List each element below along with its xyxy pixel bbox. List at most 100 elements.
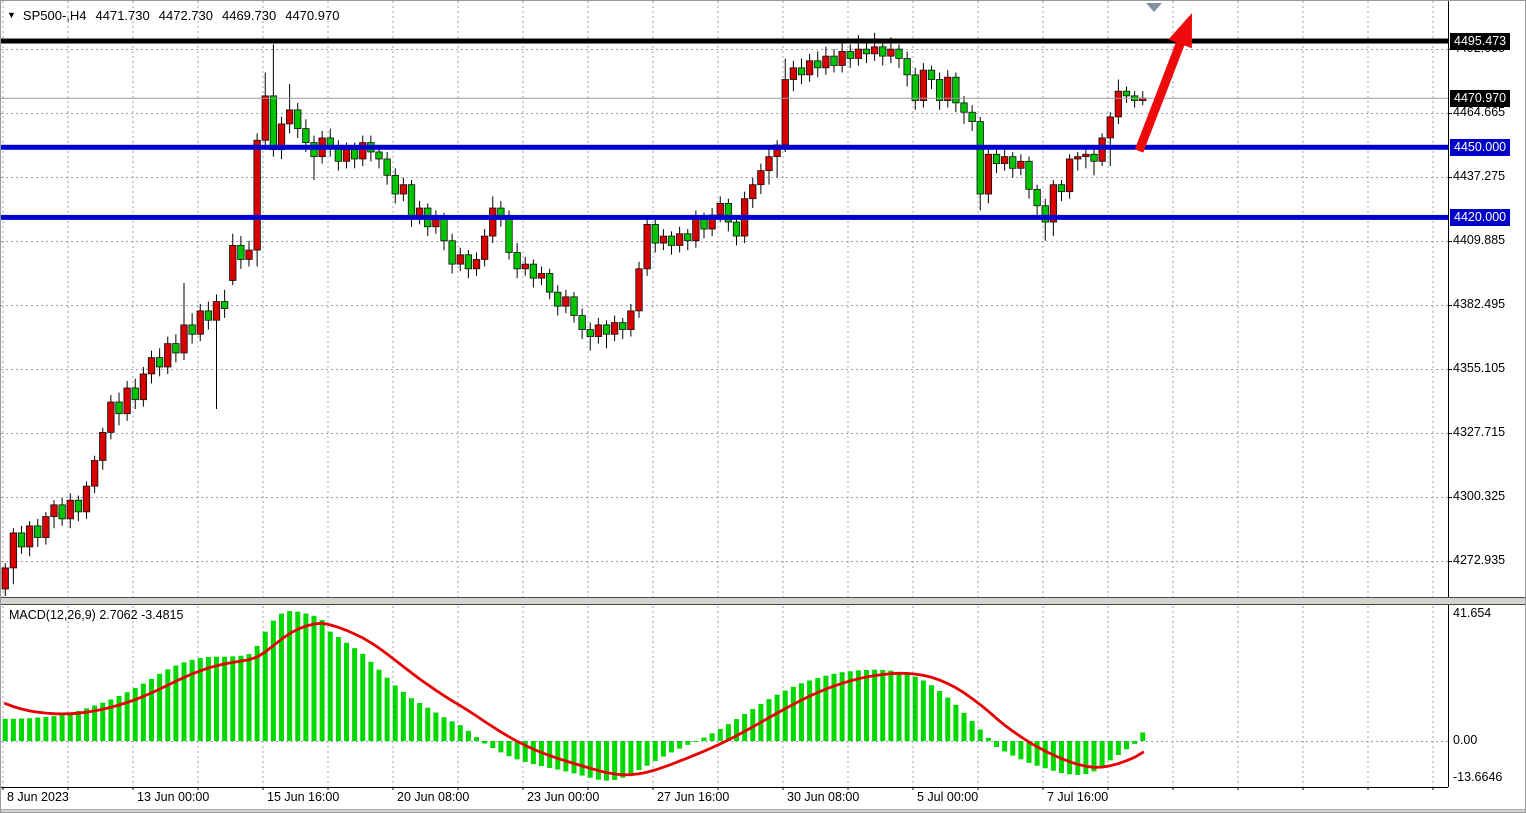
candle-body [805, 60, 814, 76]
candle-body [619, 322, 627, 330]
macd-bar [417, 702, 423, 741]
macd-bar [815, 677, 821, 741]
time-tick-label: 5 Jul 00:00 [917, 790, 979, 804]
candle-body [172, 343, 180, 354]
symbol-period-label: SP500-,H4 [22, 8, 87, 23]
macd-bar [425, 707, 431, 741]
macd-bar [2, 718, 8, 741]
macd-bar [717, 728, 723, 741]
horizontal-level-line[interactable] [1, 144, 1448, 150]
macd-signal-value: -3.4815 [141, 608, 184, 622]
candle-body [456, 254, 464, 265]
macd-bar [279, 613, 284, 741]
macd-bar [961, 712, 967, 741]
candle-body [188, 324, 196, 335]
macd-bar [620, 741, 626, 778]
candlestick-series [1, 32, 1147, 596]
macd-bar [392, 685, 398, 741]
horizontal-level-line[interactable] [1, 38, 1448, 44]
horizontal-level-line[interactable] [1, 214, 1448, 220]
macd-bar [474, 737, 479, 741]
symbol-dropdown-icon[interactable]: ▼ [7, 9, 16, 20]
panel-divider-handle[interactable] [1, 597, 1525, 605]
macd-bar [165, 669, 171, 741]
candle-body [513, 252, 521, 270]
candle-body [261, 95, 269, 141]
candle-body [537, 273, 546, 279]
macd-bar [360, 653, 366, 741]
macd-bar [904, 673, 910, 741]
candle-body [245, 249, 253, 260]
macd-bar [352, 648, 358, 741]
candle-body [399, 184, 408, 195]
candle-body [350, 149, 359, 160]
macd-bar [368, 661, 374, 741]
candle-body [1074, 156, 1082, 160]
candle-body [1000, 156, 1009, 165]
candle-body [570, 296, 578, 316]
price-level-tag: 4495.473 [1450, 32, 1511, 50]
candle-body [935, 79, 944, 101]
candle-body [984, 153, 993, 195]
macd-bar [482, 741, 488, 744]
macd-bar [709, 733, 715, 741]
macd-bar [725, 724, 731, 741]
price-level-tag: 4470.970 [1450, 89, 1511, 107]
candle-body [440, 216, 448, 242]
candle-body [903, 58, 911, 76]
trend-arrow-annotation[interactable] [1134, 13, 1192, 153]
candle-body [838, 51, 846, 66]
macd-bar [929, 685, 934, 741]
candle-body [131, 387, 139, 401]
candle-body [822, 55, 830, 69]
macd-bar [823, 675, 829, 741]
macd-bar [124, 692, 130, 741]
candle-body [375, 151, 383, 160]
candle-body [302, 128, 310, 144]
candle-body [147, 357, 156, 375]
price-tick-label: 4464.665 [1453, 105, 1506, 119]
macd-bar [1002, 741, 1008, 752]
time-tick-label: 15 Jun 16:00 [267, 790, 340, 804]
candle-body [253, 139, 261, 251]
candle-body [42, 516, 50, 538]
macd-bar [612, 741, 618, 780]
candle-body [830, 55, 838, 66]
macd-bar [287, 611, 293, 741]
macd-bar [1034, 741, 1040, 766]
macd-bar [994, 741, 999, 748]
candle-body [448, 240, 456, 265]
price-tick-label: 4437.275 [1453, 169, 1506, 184]
macd-bar [1026, 741, 1032, 763]
macd-bar [295, 611, 301, 741]
candle-body [66, 499, 74, 520]
macd-bar [742, 714, 748, 741]
candle-body [651, 224, 659, 244]
macd-bar [319, 619, 325, 741]
candle-body [1049, 184, 1058, 223]
candle-body [1057, 184, 1066, 193]
macd-bar [108, 699, 114, 741]
candle-body [862, 48, 871, 55]
quote-open: 4471.730 [95, 8, 150, 23]
price-tick-label: 4300.325 [1453, 489, 1506, 504]
candle-body [1017, 160, 1025, 169]
macd-bar [774, 694, 780, 741]
macd-bar [19, 718, 24, 741]
quote-high: 4472.730 [158, 8, 213, 23]
candle-body [269, 95, 278, 151]
macd-bar [888, 670, 894, 741]
candle-body [204, 310, 213, 321]
time-marker-icon[interactable] [1146, 3, 1162, 12]
candle-body [562, 296, 570, 307]
candle-body [594, 324, 603, 337]
candle-body [489, 207, 497, 237]
candle-body [879, 46, 887, 57]
candle-body [50, 504, 58, 517]
macd-bar [149, 678, 154, 741]
candle-body [1114, 90, 1123, 118]
macd-bar [465, 730, 471, 741]
candle-body [952, 76, 960, 104]
